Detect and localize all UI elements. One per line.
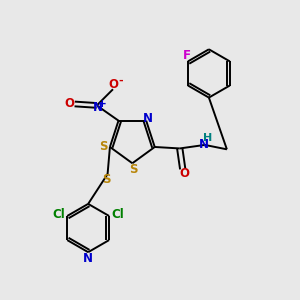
- Text: N: N: [143, 112, 153, 125]
- Text: S: S: [99, 140, 108, 153]
- Text: S: S: [130, 163, 138, 176]
- Text: +: +: [98, 99, 107, 109]
- Text: Cl: Cl: [52, 208, 65, 221]
- Text: -: -: [118, 76, 123, 86]
- Text: O: O: [64, 97, 74, 110]
- Text: Cl: Cl: [112, 208, 124, 221]
- Text: N: N: [199, 138, 209, 151]
- Text: N: N: [83, 252, 93, 265]
- Text: S: S: [102, 173, 111, 186]
- Text: H: H: [203, 134, 212, 143]
- Text: O: O: [109, 78, 119, 91]
- Text: N: N: [93, 101, 103, 114]
- Text: O: O: [179, 167, 189, 180]
- Text: F: F: [182, 49, 190, 62]
